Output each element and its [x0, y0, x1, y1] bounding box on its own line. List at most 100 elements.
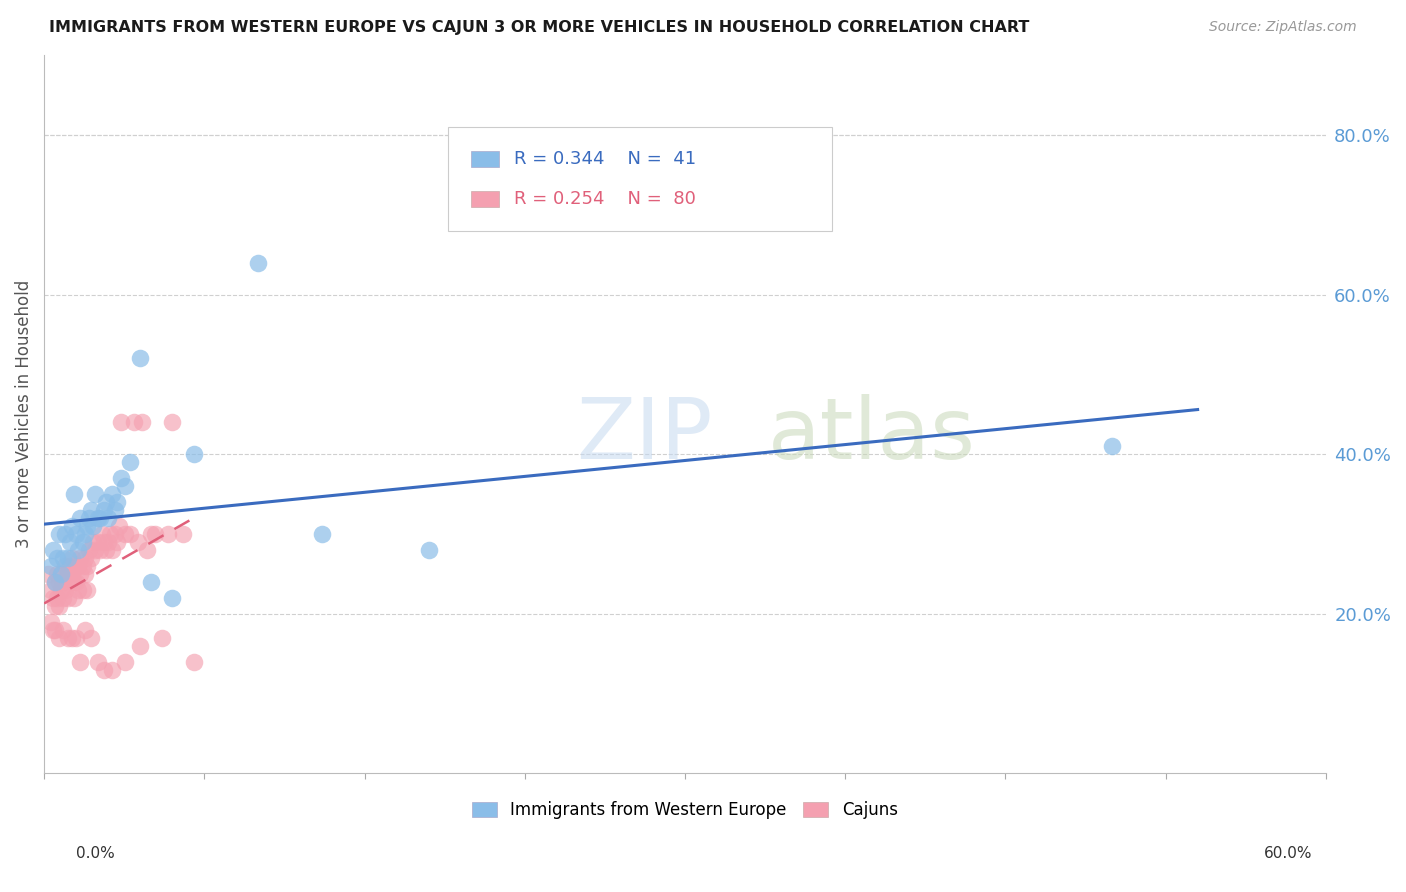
Point [129, 351, 152, 366]
Point [44, 623, 66, 637]
Point [56, 566, 79, 581]
Point [39, 582, 62, 597]
Point [105, 535, 128, 549]
Point [69, 655, 91, 669]
Point [72, 558, 94, 573]
Point [246, 255, 269, 269]
Point [118, 527, 141, 541]
Point [89, 511, 111, 525]
Point [59, 574, 82, 589]
Point [1101, 439, 1123, 453]
Point [162, 591, 184, 605]
Point [150, 631, 173, 645]
Point [72, 535, 94, 549]
Point [172, 527, 194, 541]
Point [65, 558, 87, 573]
Point [48, 631, 70, 645]
Point [52, 623, 75, 637]
Point [48, 599, 70, 613]
Point [60, 519, 83, 533]
Text: 0.0%: 0.0% [76, 846, 115, 861]
Point [93, 663, 115, 677]
Point [76, 558, 98, 573]
Point [60, 631, 83, 645]
Point [93, 503, 115, 517]
FancyBboxPatch shape [471, 191, 499, 207]
Point [86, 535, 108, 549]
Point [63, 591, 86, 605]
Point [98, 527, 121, 541]
Point [101, 543, 124, 558]
Point [56, 591, 79, 605]
Text: 60.0%: 60.0% [1264, 846, 1312, 861]
Point [60, 566, 83, 581]
Point [110, 471, 132, 485]
Point [48, 527, 70, 541]
FancyBboxPatch shape [471, 152, 499, 167]
Point [55, 527, 77, 541]
Point [67, 582, 90, 597]
Point [84, 487, 107, 501]
Point [94, 495, 117, 509]
Point [65, 631, 87, 645]
Point [101, 487, 124, 501]
Point [114, 655, 136, 669]
Point [122, 415, 145, 429]
Point [45, 550, 67, 565]
Point [90, 527, 112, 541]
Point [143, 527, 166, 541]
Point [69, 566, 91, 581]
Point [114, 479, 136, 493]
Point [183, 655, 205, 669]
Text: R = 0.344    N =  41: R = 0.344 N = 41 [515, 150, 696, 169]
Point [51, 582, 73, 597]
Point [73, 566, 96, 581]
Point [52, 591, 75, 605]
Point [118, 455, 141, 469]
Point [41, 623, 63, 637]
Point [67, 543, 90, 558]
Point [156, 527, 179, 541]
Point [82, 519, 104, 533]
Point [72, 582, 94, 597]
Text: ZIP: ZIP [576, 394, 713, 477]
Point [41, 591, 63, 605]
Point [73, 527, 96, 541]
Point [80, 631, 103, 645]
Point [89, 543, 111, 558]
Text: R = 0.254    N =  80: R = 0.254 N = 80 [515, 190, 696, 208]
Point [108, 519, 131, 533]
Point [77, 543, 100, 558]
Point [44, 574, 66, 589]
Point [127, 535, 149, 549]
Y-axis label: 3 or more Vehicles in Household: 3 or more Vehicles in Household [15, 280, 32, 549]
Point [418, 543, 440, 558]
Text: IMMIGRANTS FROM WESTERN EUROPE VS CAJUN 3 OR MORE VEHICLES IN HOUSEHOLD CORRELAT: IMMIGRANTS FROM WESTERN EUROPE VS CAJUN … [49, 20, 1029, 35]
Point [65, 574, 87, 589]
Point [59, 535, 82, 549]
Point [76, 519, 98, 533]
Point [60, 550, 83, 565]
Point [48, 574, 70, 589]
Point [37, 566, 59, 581]
Point [41, 543, 63, 558]
Point [39, 615, 62, 629]
Point [104, 503, 127, 517]
Point [52, 574, 75, 589]
Point [80, 550, 103, 565]
Point [104, 527, 127, 541]
Point [56, 550, 79, 565]
Point [80, 503, 103, 517]
Point [45, 566, 67, 581]
Point [45, 591, 67, 605]
Point [110, 415, 132, 429]
Point [77, 511, 100, 525]
Point [69, 550, 91, 565]
Point [311, 527, 333, 541]
FancyBboxPatch shape [449, 127, 832, 231]
Point [114, 527, 136, 541]
Point [105, 495, 128, 509]
Point [52, 550, 75, 565]
Point [82, 535, 104, 549]
Point [183, 447, 205, 461]
